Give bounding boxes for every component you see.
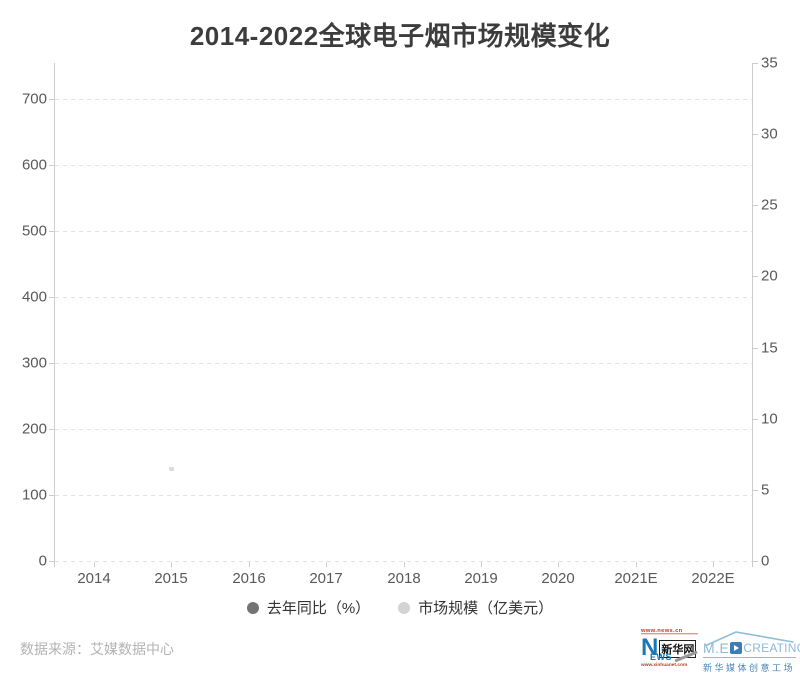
left-tick bbox=[49, 165, 54, 166]
x-tick bbox=[481, 562, 482, 567]
y-left-label: 400 bbox=[21, 288, 47, 306]
data-source-note: 数据来源：艾媒数据中心 bbox=[20, 641, 174, 657]
med-wordmark-post: CREATING bbox=[743, 641, 800, 655]
gridline-600 bbox=[55, 165, 752, 166]
y-left-label: 200 bbox=[21, 420, 47, 438]
right-tick bbox=[753, 134, 758, 135]
legend-label: 市场规模（亿美元） bbox=[418, 600, 554, 617]
y-right-label: 10 bbox=[761, 410, 778, 428]
xinhua-ews-text: EWS bbox=[650, 652, 673, 662]
xinhua-url-top: www.news.cn bbox=[641, 627, 698, 635]
x-label-2022e: 2022E bbox=[691, 570, 735, 587]
med-subtitle: 新华媒体创意工场 bbox=[703, 663, 796, 673]
legend-item-series2[interactable]: 市场规模（亿美元） bbox=[398, 597, 553, 618]
y-left-label: 500 bbox=[21, 222, 47, 240]
x-tick bbox=[249, 562, 250, 567]
med-play-icon bbox=[730, 642, 743, 654]
x-tick bbox=[171, 562, 172, 567]
x-label-2016: 2016 bbox=[232, 570, 266, 587]
right-tick bbox=[753, 205, 758, 206]
left-tick bbox=[49, 495, 54, 496]
legend: 去年同比（%） 市场规模（亿美元） bbox=[0, 597, 800, 618]
x-tick bbox=[713, 562, 714, 567]
left-tick bbox=[49, 363, 54, 364]
right-axis-line bbox=[752, 63, 753, 567]
right-tick bbox=[753, 419, 758, 420]
y-right-label: 5 bbox=[761, 481, 770, 499]
y-right-label: 0 bbox=[761, 552, 770, 570]
right-tick bbox=[753, 348, 758, 349]
footer-logos: www.news.cn N 新华网 EWS www.xinhuanet.com … bbox=[641, 627, 800, 674]
legend-item-series1[interactable]: 去年同比（%） bbox=[246, 597, 371, 618]
right-tick bbox=[753, 490, 758, 491]
left-tick bbox=[49, 297, 54, 298]
left-tick bbox=[49, 231, 54, 232]
right-tick bbox=[753, 561, 758, 562]
gridline-100 bbox=[55, 495, 752, 496]
y-left-label: 300 bbox=[21, 354, 47, 372]
y-left-label: 700 bbox=[21, 90, 47, 108]
x-label-2017: 2017 bbox=[309, 570, 343, 587]
left-axis-line bbox=[54, 63, 55, 567]
y-right-label: 30 bbox=[761, 125, 778, 143]
right-tick bbox=[753, 276, 758, 277]
x-label-2020: 2020 bbox=[541, 570, 575, 587]
x-label-2018: 2018 bbox=[387, 570, 421, 587]
x-label-2014: 2014 bbox=[77, 570, 111, 587]
left-tick bbox=[49, 561, 54, 562]
y-left-label: 0 bbox=[38, 552, 47, 570]
xinhuanet-logo: www.news.cn N 新华网 EWS www.xinhuanet.com bbox=[641, 627, 698, 673]
gridline-300 bbox=[55, 363, 752, 364]
gridline-500 bbox=[55, 231, 752, 232]
chart-title: 2014-2022全球电子烟市场规模变化 bbox=[189, 21, 611, 51]
xinhua-n-letter: N bbox=[641, 634, 659, 661]
x-label-2019: 2019 bbox=[464, 570, 498, 587]
legend-dot-icon bbox=[246, 601, 259, 614]
legend-label: 去年同比（%） bbox=[266, 600, 371, 617]
y-right-label: 35 bbox=[761, 54, 778, 72]
y-right-label: 25 bbox=[761, 196, 778, 214]
left-tick bbox=[49, 429, 54, 430]
gridline-400 bbox=[55, 297, 752, 298]
y-left-label: 600 bbox=[21, 156, 47, 174]
gridline-200 bbox=[55, 429, 752, 430]
medcreating-logo: M.E CREATING 新华媒体创意工场 bbox=[703, 627, 800, 674]
y-left-label: 100 bbox=[21, 486, 47, 504]
x-label-2015: 2015 bbox=[154, 570, 188, 587]
x-tick bbox=[636, 562, 637, 567]
y-right-label: 20 bbox=[761, 267, 778, 285]
gridline-700 bbox=[55, 99, 752, 100]
x-tick bbox=[558, 562, 559, 567]
med-wordmark-pre: M.E bbox=[703, 640, 730, 656]
x-tick bbox=[94, 562, 95, 567]
legend-dot-icon bbox=[398, 601, 411, 614]
x-label-2021e: 2021E bbox=[614, 570, 658, 587]
med-roof-icon bbox=[706, 631, 794, 646]
y-right-label: 15 bbox=[761, 339, 778, 357]
med-divider bbox=[703, 657, 796, 658]
right-tick bbox=[753, 63, 758, 64]
x-tick bbox=[326, 562, 327, 567]
left-tick bbox=[49, 99, 54, 100]
gridline-0 bbox=[55, 561, 752, 562]
x-tick bbox=[404, 562, 405, 567]
faint-artifact-dot bbox=[169, 467, 174, 471]
xinhua-url-bottom: www.xinhuanet.com bbox=[641, 662, 688, 668]
